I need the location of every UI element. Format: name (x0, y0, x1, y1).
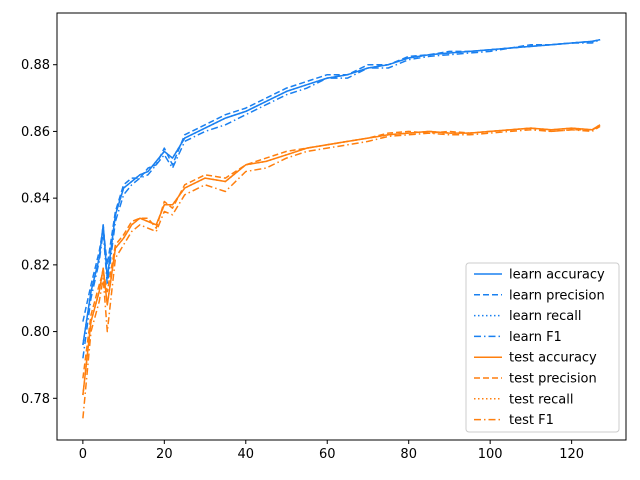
legend-box (465, 262, 620, 433)
ticks-layer: 0 20 40 60 80 100 120 0.78 0.80 0.82 0.84 0.86 0.88 (21, 58, 584, 462)
y-tick-label: 0.88 (21, 58, 50, 73)
legend-label-6: test precision (509, 372, 597, 387)
series-layer (82, 38, 601, 419)
y-tick-label: 0.80 (21, 325, 50, 340)
x-tick-label: 40 (238, 447, 255, 462)
y-tick-label: 0.86 (21, 125, 50, 140)
y-tick-label: 0.84 (21, 192, 50, 207)
series-line-6 (82, 125, 601, 379)
x-tick-label: 120 (559, 447, 584, 462)
legend-label-1: learn accuracy (509, 268, 605, 283)
x-tick-label: 20 (156, 447, 173, 462)
legend-label-3: learn recall (509, 309, 581, 324)
x-tick-label: 80 (400, 447, 417, 462)
x-tick-label: 0 (79, 447, 87, 462)
legend-label-7: test recall (509, 392, 574, 407)
axes-frame (56, 12, 627, 441)
legend-label-8: test F1 (509, 413, 554, 428)
series-line-3 (82, 38, 601, 346)
series-line-7 (82, 124, 601, 396)
series-line-8 (82, 125, 601, 419)
y-tick-label: 0.78 (21, 392, 50, 407)
legend: learn accuracy learn precision learn recal… (465, 262, 620, 433)
legend-label-5: test accuracy (509, 351, 597, 366)
series-line-4 (82, 39, 601, 359)
legend-label-2: learn precision (509, 288, 605, 303)
x-tick-label: 60 (319, 447, 336, 462)
legend-label-4: learn F1 (509, 330, 562, 345)
y-tick-label: 0.82 (21, 258, 50, 273)
x-tick-label: 100 (478, 447, 503, 462)
